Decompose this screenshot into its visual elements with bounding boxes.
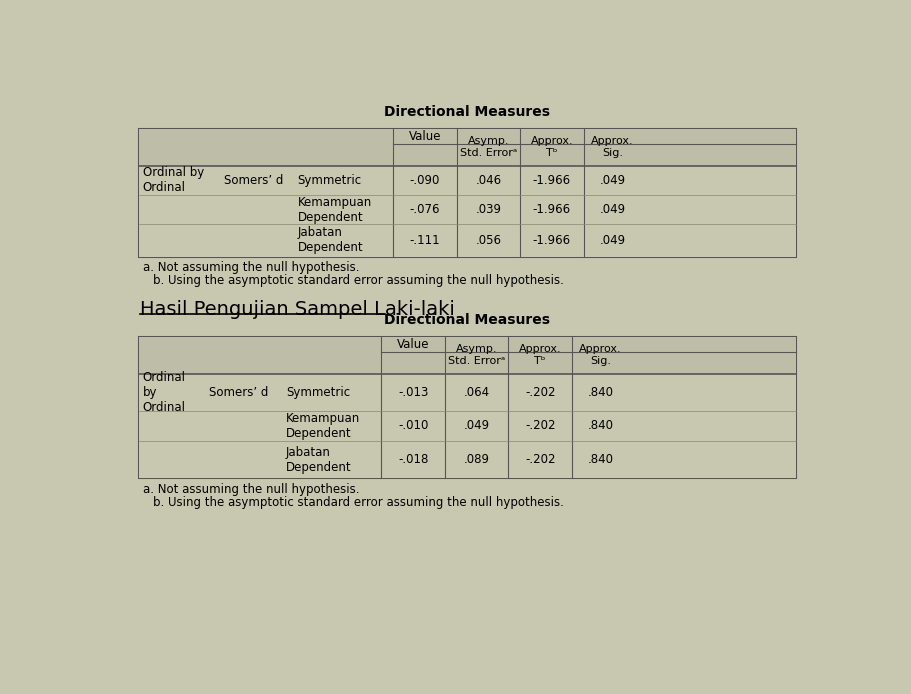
Bar [138,373,795,411]
Text: -.202: -.202 [525,453,555,466]
Text: .840: .840 [587,453,613,466]
Text: -.013: -.013 [397,386,428,398]
Bar [138,337,795,373]
Text: -.076: -.076 [409,203,439,216]
Bar [138,224,795,257]
Text: -.111: -.111 [409,234,440,247]
Text: Symmetric: Symmetric [297,174,362,187]
Text: Approx.
Sig.: Approx. Sig. [590,137,633,158]
Text: .840: .840 [587,419,613,432]
Text: Approx.
Tᵇ: Approx. Tᵇ [530,137,572,158]
Text: Ordinal by
Ordinal: Ordinal by Ordinal [142,167,204,194]
Text: -1.966: -1.966 [532,203,570,216]
Text: .046: .046 [475,174,501,187]
Text: .049: .049 [463,419,489,432]
Text: -.202: -.202 [525,386,555,398]
Bar [138,128,795,166]
Text: -1.966: -1.966 [532,174,570,187]
Bar [138,411,795,441]
Text: Jabatan
Dependent: Jabatan Dependent [286,446,352,474]
Text: Somers’ d: Somers’ d [224,174,283,187]
Text: Approx.
Sig.: Approx. Sig. [578,344,621,366]
Text: Symmetric: Symmetric [286,386,350,398]
Bar [138,441,795,478]
Bar [138,337,795,478]
Text: Hasil Pengujian Sampel Laki-laki: Hasil Pengujian Sampel Laki-laki [140,300,455,319]
Text: -.018: -.018 [397,453,428,466]
Text: Ordinal
by
Ordinal: Ordinal by Ordinal [142,371,186,414]
Text: .049: .049 [599,174,625,187]
Text: Value: Value [408,130,441,143]
Text: Approx.
Tᵇ: Approx. Tᵇ [518,344,561,366]
Text: Directional Measures: Directional Measures [384,314,550,328]
Text: Value: Value [396,338,429,350]
Text: b. Using the asymptotic standard error assuming the null hypothesis.: b. Using the asymptotic standard error a… [152,496,563,509]
Text: Kemampuan
Dependent: Kemampuan Dependent [286,412,360,440]
Text: a. Not assuming the null hypothesis.: a. Not assuming the null hypothesis. [143,261,360,274]
Text: -.202: -.202 [525,419,555,432]
Text: a. Not assuming the null hypothesis.: a. Not assuming the null hypothesis. [143,483,360,496]
Text: .039: .039 [475,203,501,216]
Text: .840: .840 [587,386,613,398]
Text: Somers’ d: Somers’ d [209,386,268,398]
Text: Asymp.
Std. Errorᵃ: Asymp. Std. Errorᵃ [459,137,517,158]
Text: .064: .064 [463,386,489,398]
Text: Jabatan
Dependent: Jabatan Dependent [297,226,363,255]
Text: -.010: -.010 [397,419,428,432]
Text: -.090: -.090 [409,174,439,187]
Text: Asymp.
Std. Errorᵃ: Asymp. Std. Errorᵃ [447,344,505,366]
Bar [138,166,795,195]
Text: b. Using the asymptotic standard error assuming the null hypothesis.: b. Using the asymptotic standard error a… [152,274,563,287]
Text: .049: .049 [599,234,625,247]
Text: .089: .089 [463,453,489,466]
Text: .049: .049 [599,203,625,216]
Bar [138,128,795,257]
Text: Kemampuan
Dependent: Kemampuan Dependent [297,196,372,223]
Text: Directional Measures: Directional Measures [384,105,550,119]
Text: -1.966: -1.966 [532,234,570,247]
Bar [138,195,795,224]
Text: .056: .056 [475,234,501,247]
